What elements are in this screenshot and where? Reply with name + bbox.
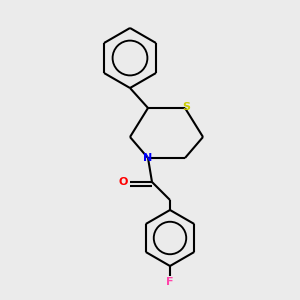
Text: F: F [166,277,174,287]
Text: N: N [143,153,153,163]
Text: S: S [182,102,190,112]
Text: O: O [118,177,128,187]
